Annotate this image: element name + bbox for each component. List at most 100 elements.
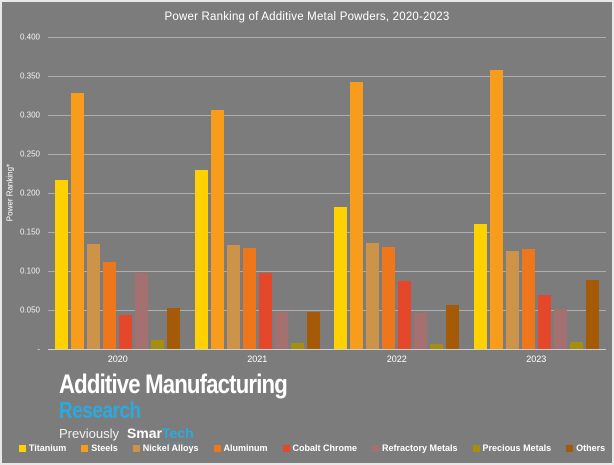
legend-label: Nickel Alloys [142,443,199,453]
y-tick-label: 0.050 [19,305,40,315]
bar-others-2021 [306,312,320,349]
gridline [48,37,606,38]
bar-refractory-metals-2021 [274,312,288,349]
bar-cobalt-chrome-2023 [537,295,551,349]
x-axis-label-2020: 2020 [107,354,128,364]
bar-titanium-2023 [473,224,487,349]
bar-titanium-2020 [55,179,69,349]
legend-item-nickel-alloys: Nickel Alloys [132,443,199,453]
logo-line2: Research [59,397,141,423]
y-tick-label: 0.300 [19,110,40,120]
analysis-text: ANALYSIS [158,441,194,446]
legend: Titanium Steels Nickel Alloys Aluminum Cobal… [18,443,605,453]
bars-2021 [188,37,328,349]
y-tick-label: 0.350 [19,71,40,81]
bar-precious-metals-2020 [151,340,165,349]
legend-item-others: Others [566,443,605,453]
brand-bold-text: Smar [126,425,162,441]
legend-marker [282,444,290,452]
bar-refractory-metals-2023 [553,309,567,349]
brand-accent-text: Tech [162,425,194,441]
chart-title: Power Ranking of Additive Metal Powders,… [164,11,450,23]
y-tick-label: - [37,344,40,354]
bar-nickel-alloys-2020 [87,244,101,349]
legend-label: Cobalt Chrome [292,443,358,453]
bar-group-2020: 2020 [48,37,188,364]
gridline [48,193,606,194]
gridline [48,349,606,350]
bar-precious-metals-2021 [290,342,304,349]
legend-label: Aluminum [223,443,268,453]
bar-aluminum-2020 [103,262,117,349]
y-axis-ticks: 0.400 0.350 0.300 0.250 0.200 0.150 0.100 0.050… [2,33,44,354]
gridline [48,271,606,272]
bar-refractory-metals-2020 [135,273,149,349]
y-tick-label: 0.400 [19,32,40,42]
gridline [48,232,606,233]
logo-line1: Additive Manufacturing [59,369,288,399]
legend-label: Titanium [28,443,67,453]
plot-area: 2020 2021 2022 2023 [48,37,607,364]
legend-marker [18,444,26,452]
gridline [48,310,606,311]
legend-item-aluminum: Aluminum [213,443,268,453]
bar-precious-metals-2022 [430,344,444,349]
bar-cobalt-chrome-2021 [258,273,272,349]
legend-marker [132,444,140,452]
smartech-brand: SmarTech ANALYSIS [126,425,194,446]
bar-nickel-alloys-2023 [505,250,519,349]
legend-marker [566,444,574,452]
legend-label: Refractory Metals [382,443,458,453]
bar-others-2023 [585,280,599,349]
bar-group-2022: 2022 [327,37,467,364]
bar-nickel-alloys-2021 [226,245,240,349]
x-axis-label-2023: 2023 [526,354,547,364]
legend-label: Steels [91,443,118,453]
legend-marker [372,444,380,452]
bars-2020 [48,37,188,349]
bar-groups: 2020 2021 2022 2023 [48,37,607,364]
bar-group-2021: 2021 [188,37,328,364]
bar-aluminum-2021 [242,248,256,349]
y-tick-label: 0.200 [19,188,40,198]
legend-label: Others [576,443,606,453]
bar-aluminum-2022 [382,246,396,349]
bar-cobalt-chrome-2020 [119,314,133,349]
y-tick-label: 0.100 [19,266,40,276]
legend-item-titanium: Titanium [18,443,67,453]
bar-steels-2021 [210,109,224,349]
legend-item-precious-metals: Precious Metals [472,443,552,453]
legend-marker [81,444,89,452]
legend-item-cobalt-chrome: Cobalt Chrome [282,443,358,453]
bar-others-2020 [167,307,181,349]
legend-marker [472,444,480,452]
bars-2022 [327,37,467,349]
previously-text: Previously [59,426,119,441]
y-tick-label: 0.150 [19,227,40,237]
legend-item-refractory-metals: Refractory Metals [372,443,458,453]
legend-label: Precious Metals [482,443,552,453]
bar-group-2023: 2023 [467,37,607,364]
bar-refractory-metals-2022 [414,313,428,349]
y-tick-label: 0.250 [19,149,40,159]
company-logo: Additive Manufacturing Research Previous… [59,369,337,446]
gridline [48,115,606,116]
bar-steels-2023 [489,69,503,349]
bar-aluminum-2023 [521,249,535,349]
gridline [48,154,606,155]
bar-precious-metals-2023 [569,341,583,349]
bar-cobalt-chrome-2022 [398,281,412,349]
bar-titanium-2022 [334,207,348,349]
legend-item-steels: Steels [81,443,118,453]
bar-steels-2022 [350,82,364,349]
bar-nickel-alloys-2022 [366,242,380,349]
legend-marker [213,444,221,452]
bar-others-2022 [446,304,460,349]
bar-titanium-2021 [194,170,208,349]
logo-previously-row: Previously SmarTech ANALYSIS [59,425,337,446]
bar-steels-2020 [71,93,85,349]
x-axis-label-2021: 2021 [247,354,268,364]
bars-2023 [467,37,607,349]
gridline [48,76,606,77]
